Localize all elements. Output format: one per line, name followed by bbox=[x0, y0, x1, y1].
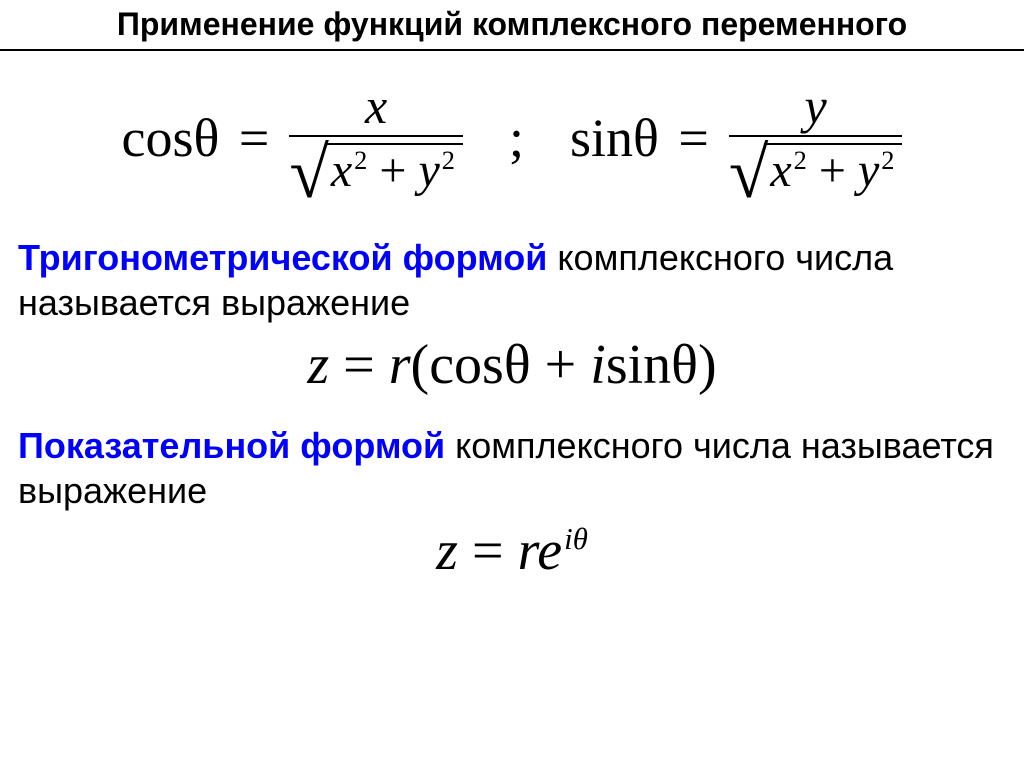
para-exp-form: Показательной формой комплексного числа … bbox=[18, 423, 1006, 513]
var-z: z bbox=[307, 334, 329, 396]
separator: ; bbox=[509, 107, 524, 169]
cos-fraction: x √ x2 + y2 bbox=[289, 81, 463, 195]
sin-numerator: y bbox=[795, 81, 837, 135]
sqrt-cos: √ x2 + y2 bbox=[289, 143, 463, 195]
keyword-exp: Показательной формой bbox=[18, 425, 445, 466]
exponent-itheta: iθ bbox=[564, 522, 588, 556]
sin-close: sinθ) bbox=[606, 334, 717, 396]
para-trig-form: Тригонометрической формой комплексного ч… bbox=[18, 235, 1006, 325]
cos-denominator: √ x2 + y2 bbox=[289, 137, 463, 195]
eq-sign: = bbox=[329, 334, 389, 396]
radicand-sin: x2 + y2 bbox=[764, 143, 902, 195]
equation-cos-sin: cosθ = x √ x2 + y2 ; sinθ bbox=[18, 81, 1006, 195]
equation-trig-form: z = r(cosθ + isinθ) bbox=[18, 333, 1006, 397]
title-rule bbox=[0, 49, 1024, 51]
equation-exp-form: z = reiθ bbox=[18, 519, 1006, 583]
radical-sign: √ bbox=[289, 153, 329, 205]
equals: = bbox=[239, 108, 269, 168]
cos-lhs: cosθ = bbox=[122, 107, 276, 169]
cos-term: cosθ = x √ x2 + y2 bbox=[122, 81, 463, 195]
sin-lhs: sinθ = bbox=[570, 107, 715, 169]
open-cos: (cosθ + bbox=[411, 334, 591, 396]
cos-numerator: x bbox=[355, 81, 397, 135]
var-r: r bbox=[389, 334, 411, 396]
slide: Применение функций комплексного переменн… bbox=[0, 0, 1024, 767]
page-title: Применение функций комплексного переменн… bbox=[18, 6, 1006, 49]
var-i: i bbox=[590, 334, 606, 396]
keyword-trig: Тригонометрической формой bbox=[18, 237, 547, 278]
sin-fraction: y √ x2 + y2 bbox=[729, 81, 903, 195]
radical-sign: √ bbox=[729, 153, 769, 205]
radicand-cos: x2 + y2 bbox=[325, 143, 463, 195]
sin-term: sinθ = y √ x2 + y2 bbox=[570, 81, 902, 195]
var-e: e bbox=[537, 520, 562, 582]
var-r-2: r bbox=[518, 520, 538, 582]
sin-denominator: √ x2 + y2 bbox=[729, 137, 903, 195]
func-sin: sinθ bbox=[570, 108, 659, 168]
var-z-2: z bbox=[436, 520, 458, 582]
equals: = bbox=[678, 108, 708, 168]
eq-sign-2: = bbox=[458, 520, 518, 582]
sqrt-sin: √ x2 + y2 bbox=[729, 143, 903, 195]
func-cos: cosθ bbox=[122, 108, 220, 168]
